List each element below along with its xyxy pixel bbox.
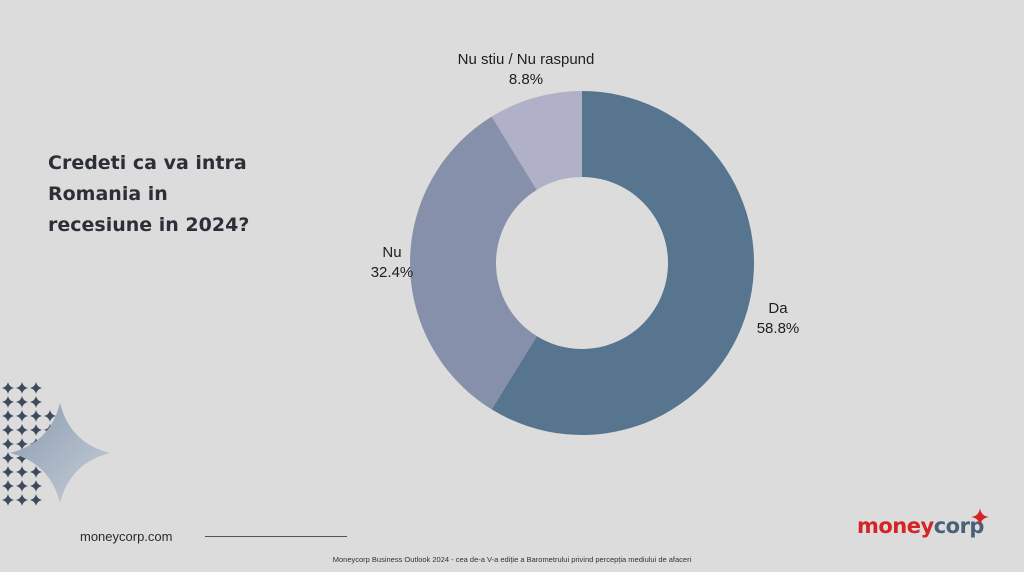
moneycorp-logo: moneycorp <box>857 514 984 538</box>
slice-label-0: Da <box>768 300 788 317</box>
slice-value-2: 8.8% <box>509 71 543 88</box>
question-title: Credeti ca va intra Romania in recesiune… <box>48 148 308 241</box>
sparkle-shape <box>2 466 14 478</box>
sparkle-shape <box>2 424 14 436</box>
sparkle-shape <box>30 480 42 492</box>
sparkle-shape <box>2 452 14 464</box>
slice-nu <box>410 116 537 410</box>
question-line-2: Romania in <box>48 183 168 205</box>
sparkle-shape <box>30 424 42 436</box>
slice-value-1: 32.4% <box>371 264 414 281</box>
sparkle-shape <box>2 410 14 422</box>
sparkle-shape <box>16 382 28 394</box>
sparkle-shape <box>2 396 14 408</box>
sparkle-shape <box>30 382 42 394</box>
question-line-1: Credeti ca va intra <box>48 152 247 174</box>
slice-label-1: Nu <box>382 244 401 261</box>
slice-nu-stiu-nu-raspund <box>491 91 582 190</box>
sparkle-shape <box>16 452 28 464</box>
sparkle-shape <box>2 382 14 394</box>
website-link[interactable]: moneycorp.com <box>80 529 173 544</box>
sparkle-shape <box>30 466 42 478</box>
sparkle-shape <box>16 410 28 422</box>
question-line-3: recesiune in 2024? <box>48 214 250 236</box>
sparkle-shape <box>2 494 14 506</box>
slice-value-0: 58.8% <box>757 320 800 337</box>
sparkle-shape <box>16 466 28 478</box>
logo-text-money: money <box>857 514 934 538</box>
sparkle-shape <box>16 480 28 492</box>
large-sparkle-shape <box>10 403 110 503</box>
sparkle-shape <box>16 494 28 506</box>
sparkle-shape <box>16 438 28 450</box>
footer-caption: Moneycorp Business Outlook 2024 - cea de… <box>332 555 692 564</box>
sparkle-shape <box>2 480 14 492</box>
slice-da <box>491 91 754 435</box>
sparkle-shape <box>30 494 42 506</box>
decorative-sparkle-pattern <box>2 382 110 506</box>
sparkle-shape <box>44 410 56 422</box>
sparkle-shape <box>16 424 28 436</box>
footer-divider <box>205 536 347 537</box>
logo-star-icon <box>971 508 989 526</box>
sparkle-shape <box>2 438 14 450</box>
sparkle-shape <box>30 410 42 422</box>
sparkle-shape <box>30 396 42 408</box>
slice-label-2: Nu stiu / Nu raspund <box>458 51 595 68</box>
sparkle-shape <box>16 396 28 408</box>
